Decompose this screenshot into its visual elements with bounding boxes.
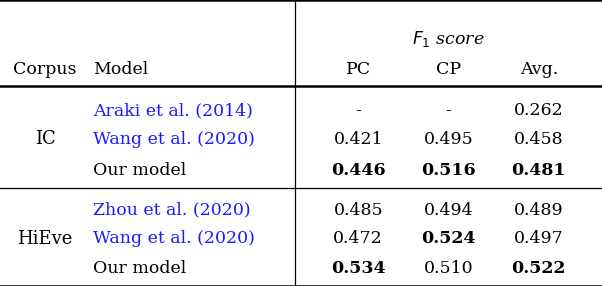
Text: 0.446: 0.446 — [331, 162, 385, 179]
Text: 0.494: 0.494 — [424, 202, 473, 219]
Text: -: - — [355, 102, 361, 119]
Text: PC: PC — [346, 61, 371, 78]
Text: Our model: Our model — [93, 260, 187, 277]
Text: 0.489: 0.489 — [514, 202, 563, 219]
Text: Corpus: Corpus — [13, 61, 77, 78]
Text: 0.481: 0.481 — [512, 162, 566, 179]
Text: IC: IC — [35, 130, 55, 148]
Text: 0.262: 0.262 — [514, 102, 563, 119]
Text: 0.458: 0.458 — [514, 131, 563, 148]
Text: Wang et al. (2020): Wang et al. (2020) — [93, 230, 255, 247]
Text: Avg.: Avg. — [520, 61, 558, 78]
Text: 0.522: 0.522 — [512, 260, 566, 277]
Text: 0.421: 0.421 — [334, 131, 383, 148]
Text: 0.510: 0.510 — [424, 260, 473, 277]
Text: CP: CP — [436, 61, 461, 78]
Text: Model: Model — [93, 61, 149, 78]
Text: 0.472: 0.472 — [334, 230, 383, 247]
Text: HiEve: HiEve — [17, 230, 73, 248]
Text: 0.516: 0.516 — [421, 162, 476, 179]
Text: 0.524: 0.524 — [421, 230, 476, 247]
Text: Araki et al. (2014): Araki et al. (2014) — [93, 102, 253, 119]
Text: 0.497: 0.497 — [514, 230, 563, 247]
Text: $F_1$ score: $F_1$ score — [412, 29, 485, 49]
Text: 0.495: 0.495 — [424, 131, 473, 148]
Text: Our model: Our model — [93, 162, 187, 179]
Text: 0.485: 0.485 — [334, 202, 383, 219]
Text: Zhou et al. (2020): Zhou et al. (2020) — [93, 202, 251, 219]
Text: -: - — [445, 102, 452, 119]
Text: Wang et al. (2020): Wang et al. (2020) — [93, 131, 255, 148]
Text: 0.534: 0.534 — [331, 260, 385, 277]
